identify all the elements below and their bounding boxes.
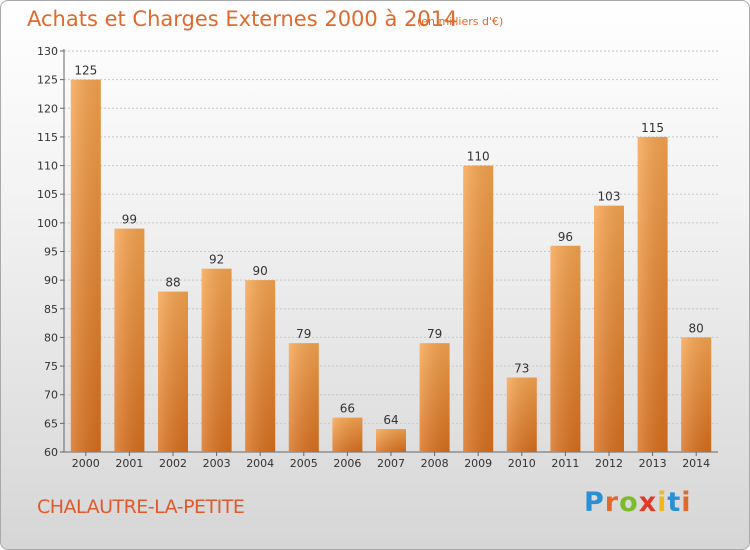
bar-shade — [245, 280, 276, 452]
x-tick-label: 2014 — [682, 457, 710, 470]
y-tick-label: 100 — [37, 217, 58, 230]
y-tick-label: 130 — [37, 45, 58, 58]
data-label: 88 — [165, 276, 180, 290]
chart-title: Achats et Charges Externes 2000 à 2014 — [27, 7, 458, 31]
x-tick-label: 2010 — [508, 457, 536, 470]
x-tick-label: 2012 — [595, 457, 623, 470]
y-tick-label: 70 — [44, 389, 58, 402]
logo-letter: o — [619, 487, 639, 518]
logo-letter: x — [638, 487, 658, 518]
data-label: 125 — [74, 64, 97, 78]
data-label: 66 — [340, 402, 355, 416]
data-label: 115 — [641, 121, 664, 135]
data-label: 92 — [209, 253, 224, 267]
bar-shade — [201, 268, 232, 452]
bar-shade — [419, 343, 450, 452]
y-tick-label: 90 — [44, 274, 58, 287]
data-label: 103 — [598, 190, 621, 204]
logo-letter: i — [681, 487, 692, 518]
x-tick-label: 2004 — [246, 457, 274, 470]
bar-shade — [376, 429, 406, 452]
y-tick-label: 60 — [44, 446, 58, 459]
bar-shade — [506, 377, 537, 452]
bar-shade — [158, 291, 188, 452]
y-tick-label: 120 — [37, 102, 58, 115]
logo-letter: r — [604, 487, 620, 518]
x-tick-label: 2006 — [333, 457, 361, 470]
data-label: 73 — [514, 362, 529, 376]
bar-shade — [594, 205, 624, 452]
y-tick-label: 65 — [44, 417, 58, 430]
x-tick-label: 2001 — [115, 457, 143, 470]
x-tick-label: 2013 — [639, 457, 667, 470]
y-tick-label: 75 — [44, 360, 58, 373]
data-label: 99 — [122, 213, 137, 227]
y-tick-label: 95 — [44, 246, 58, 259]
bar-shade — [681, 337, 712, 452]
bar-shade — [114, 228, 145, 452]
data-label: 79 — [427, 327, 442, 341]
y-tick-label: 105 — [37, 188, 58, 201]
y-tick-label: 80 — [44, 331, 58, 344]
x-tick-label: 2000 — [72, 457, 100, 470]
x-tick-label: 2007 — [377, 457, 405, 470]
x-tick-label: 2002 — [159, 457, 187, 470]
x-tick-label: 2005 — [290, 457, 318, 470]
x-tick-label: 2011 — [551, 457, 579, 470]
chart-unit: (en milliers d'€) — [417, 15, 504, 28]
data-label: 64 — [383, 413, 398, 427]
x-tick-label: 2003 — [203, 457, 231, 470]
bar-shade — [288, 343, 319, 452]
y-tick-label: 85 — [44, 303, 58, 316]
x-tick-label: 2009 — [464, 457, 492, 470]
x-tick-label: 2008 — [421, 457, 449, 470]
bar-shade — [637, 136, 668, 452]
bar-shade — [550, 245, 581, 452]
logo-letter: P — [584, 487, 605, 518]
y-tick-label: 115 — [37, 131, 58, 144]
town-name: CHALAUTRE-LA-PETITE — [37, 496, 245, 518]
y-tick-label: 110 — [37, 160, 58, 173]
y-tick-label: 125 — [37, 74, 58, 87]
data-label: 79 — [296, 327, 311, 341]
bar-shade — [332, 417, 363, 452]
bar-shade — [463, 165, 494, 453]
logo-letter: i — [657, 487, 668, 518]
bar-shade — [70, 79, 101, 453]
proxiti-logo: Proxiti — [584, 487, 692, 518]
data-label: 110 — [467, 150, 490, 164]
data-label: 80 — [689, 321, 704, 335]
data-label: 96 — [558, 230, 573, 244]
logo-letter: t — [667, 487, 682, 518]
data-label: 90 — [253, 264, 268, 278]
